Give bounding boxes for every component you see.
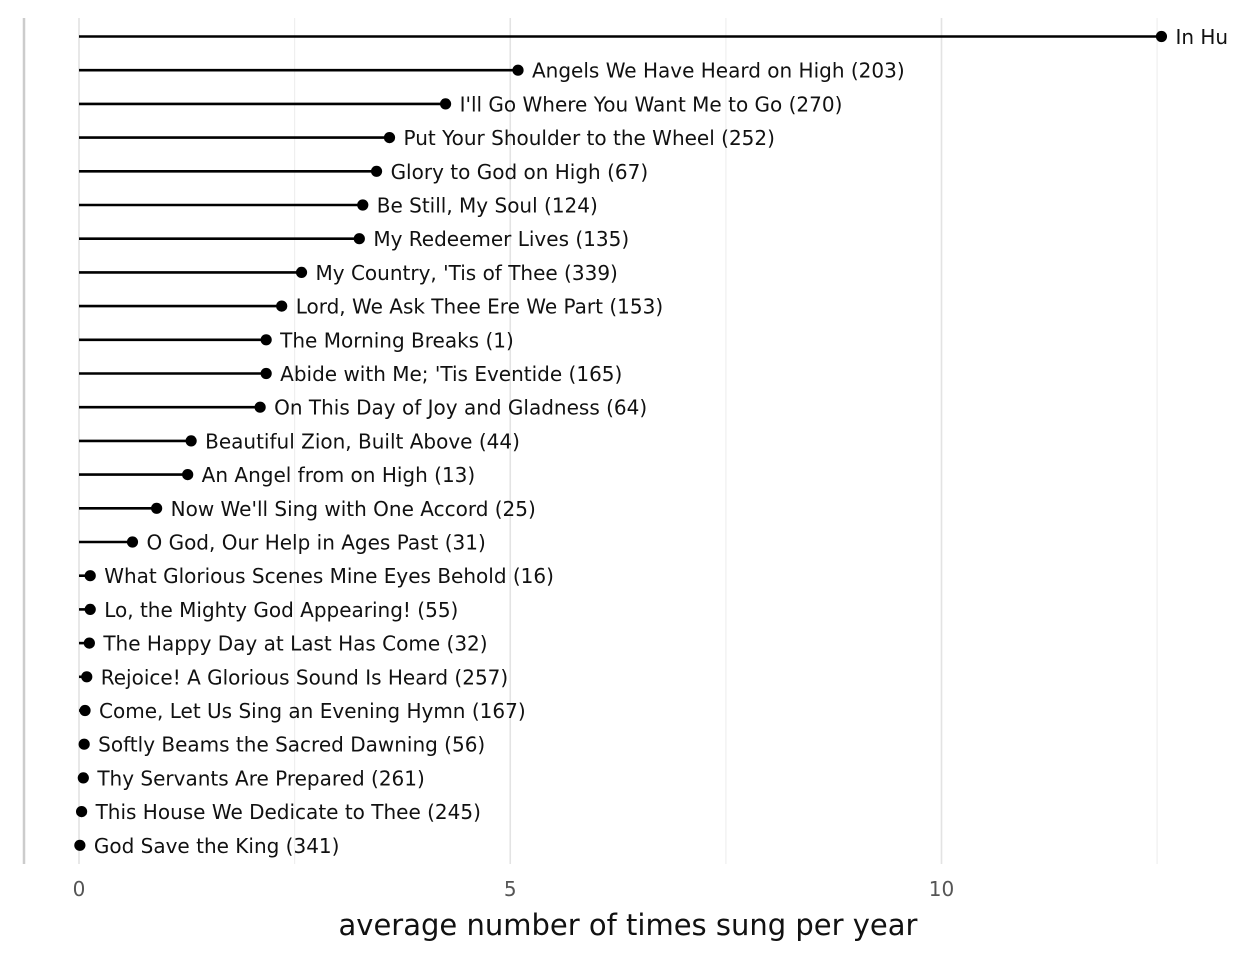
x-axis-ticks: 0 5 10 bbox=[73, 877, 955, 901]
lollipop-dot bbox=[77, 772, 89, 784]
lollipop-dot bbox=[260, 334, 272, 346]
lollipop-dot bbox=[254, 401, 266, 413]
lollipop-dot bbox=[151, 502, 163, 514]
lollipop-item: On This Day of Joy and Gladness (64) bbox=[79, 396, 647, 420]
lollipop-dot bbox=[295, 266, 308, 278]
lollipop-item: Abide with Me; 'Tis Eventide (165) bbox=[79, 362, 622, 386]
lollipop-item: My Redeemer Lives (135) bbox=[79, 227, 629, 251]
item-label: Thy Servants Are Prepared (261) bbox=[96, 766, 425, 790]
item-label: This House We Dedicate to Thee (245) bbox=[95, 800, 481, 824]
lollipop-dot bbox=[439, 98, 452, 110]
item-label: Softly Beams the Sacred Dawning (56) bbox=[98, 733, 485, 757]
lollipop-dot bbox=[83, 637, 95, 649]
lollipop-dot bbox=[182, 469, 194, 481]
item-label: On This Day of Joy and Gladness (64) bbox=[274, 396, 647, 420]
item-label: The Morning Breaks (1) bbox=[279, 328, 514, 352]
item-label: Lord, We Ask Thee Ere We Part (153) bbox=[296, 295, 663, 319]
lollipop-item: I'll Go Where You Want Me to Go (270) bbox=[79, 92, 842, 116]
lollipop-dot bbox=[370, 165, 383, 177]
lollipop-item: God Save the King (341) bbox=[74, 834, 339, 858]
item-label: Come, Let Us Sing an Evening Hymn (167) bbox=[99, 699, 526, 723]
lollipop-item: Put Your Shoulder to the Wheel (252) bbox=[79, 126, 775, 150]
lollipop-item: O God, Our Help in Ages Past (31) bbox=[79, 531, 486, 555]
lollipop-item: Beautiful Zion, Built Above (44) bbox=[79, 429, 520, 453]
item-label: My Redeemer Lives (135) bbox=[373, 227, 629, 251]
item-label: What Glorious Scenes Mine Eyes Behold (1… bbox=[104, 564, 554, 588]
x-tick-label: 0 bbox=[73, 877, 86, 901]
lollipop-item: The Happy Day at Last Has Come (32) bbox=[79, 632, 488, 656]
lollipop-item: Now We'll Sing with One Accord (25) bbox=[79, 497, 536, 521]
lollipop-dot bbox=[276, 300, 288, 312]
lollipop-item: Come, Let Us Sing an Evening Hymn (167) bbox=[79, 699, 526, 723]
lollipop-dot bbox=[353, 233, 365, 245]
item-label: Now We'll Sing with One Accord (25) bbox=[171, 497, 536, 521]
lollipop-item: This House We Dedicate to Thee (245) bbox=[75, 800, 481, 824]
marks-layer: In Hu Angels We Have Heard on High (203) I… bbox=[74, 25, 1228, 858]
item-label: Lo, the Mighty God Appearing! (55) bbox=[104, 598, 458, 622]
lollipop-dot bbox=[126, 536, 139, 548]
item-label: O God, Our Help in Ages Past (31) bbox=[146, 531, 485, 555]
item-label: Beautiful Zion, Built Above (44) bbox=[205, 429, 520, 453]
lollipop-dot bbox=[260, 367, 272, 380]
lollipop-item: Glory to God on High (67) bbox=[79, 160, 648, 184]
x-tick-label: 10 bbox=[929, 877, 954, 901]
lollipop-dot bbox=[79, 704, 91, 717]
lollipop-dot bbox=[383, 132, 396, 144]
lollipop-dot bbox=[1155, 30, 1168, 43]
lollipop-dot bbox=[357, 199, 369, 211]
item-label: Rejoice! A Glorious Sound Is Heard (257) bbox=[101, 665, 508, 689]
lollipop-dot bbox=[512, 64, 524, 76]
lollipop-item: An Angel from on High (13) bbox=[79, 463, 475, 487]
lollipop-item: What Glorious Scenes Mine Eyes Behold (1… bbox=[79, 564, 554, 588]
item-label: Be Still, My Soul (124) bbox=[377, 194, 598, 218]
lollipop-item: Angels We Have Heard on High (203) bbox=[79, 59, 905, 83]
lollipop-item: In Hu bbox=[79, 25, 1228, 49]
grid-layer bbox=[78, 18, 1158, 864]
lollipop-item: Thy Servants Are Prepared (261) bbox=[77, 766, 425, 790]
item-label: I'll Go Where You Want Me to Go (270) bbox=[460, 92, 843, 116]
lollipop-item: Lord, We Ask Thee Ere We Part (153) bbox=[79, 295, 663, 319]
item-label: An Angel from on High (13) bbox=[202, 463, 476, 487]
lollipop-item: Lo, the Mighty God Appearing! (55) bbox=[79, 598, 458, 622]
item-label: God Save the King (341) bbox=[94, 834, 340, 858]
lollipop-dot bbox=[84, 603, 96, 616]
lollipop-dot bbox=[81, 671, 93, 683]
item-label: In Hu bbox=[1175, 25, 1228, 49]
lollipop-item: Rejoice! A Glorious Sound Is Heard (257) bbox=[79, 665, 508, 689]
lollipop-dot bbox=[74, 839, 86, 851]
lollipop-dot bbox=[84, 570, 96, 582]
lollipop-dot bbox=[185, 435, 197, 447]
item-label: The Happy Day at Last Has Come (32) bbox=[102, 632, 487, 656]
x-tick-label: 5 bbox=[504, 877, 517, 901]
item-label: Abide with Me; 'Tis Eventide (165) bbox=[280, 362, 622, 386]
lollipop-dot bbox=[78, 738, 90, 750]
lollipop-item: My Country, 'Tis of Thee (339) bbox=[79, 261, 618, 285]
lollipop-item: Softly Beams the Sacred Dawning (56) bbox=[78, 733, 485, 757]
item-label: Angels We Have Heard on High (203) bbox=[532, 59, 905, 83]
x-axis-title: average number of times sung per year bbox=[339, 908, 918, 942]
item-label: Glory to God on High (67) bbox=[391, 160, 649, 184]
lollipop-item: The Morning Breaks (1) bbox=[79, 328, 514, 352]
lollipop-item: Be Still, My Soul (124) bbox=[79, 194, 598, 218]
item-label: Put Your Shoulder to the Wheel (252) bbox=[404, 126, 775, 150]
lollipop-dot bbox=[75, 806, 88, 818]
item-label: My Country, 'Tis of Thee (339) bbox=[316, 261, 618, 285]
